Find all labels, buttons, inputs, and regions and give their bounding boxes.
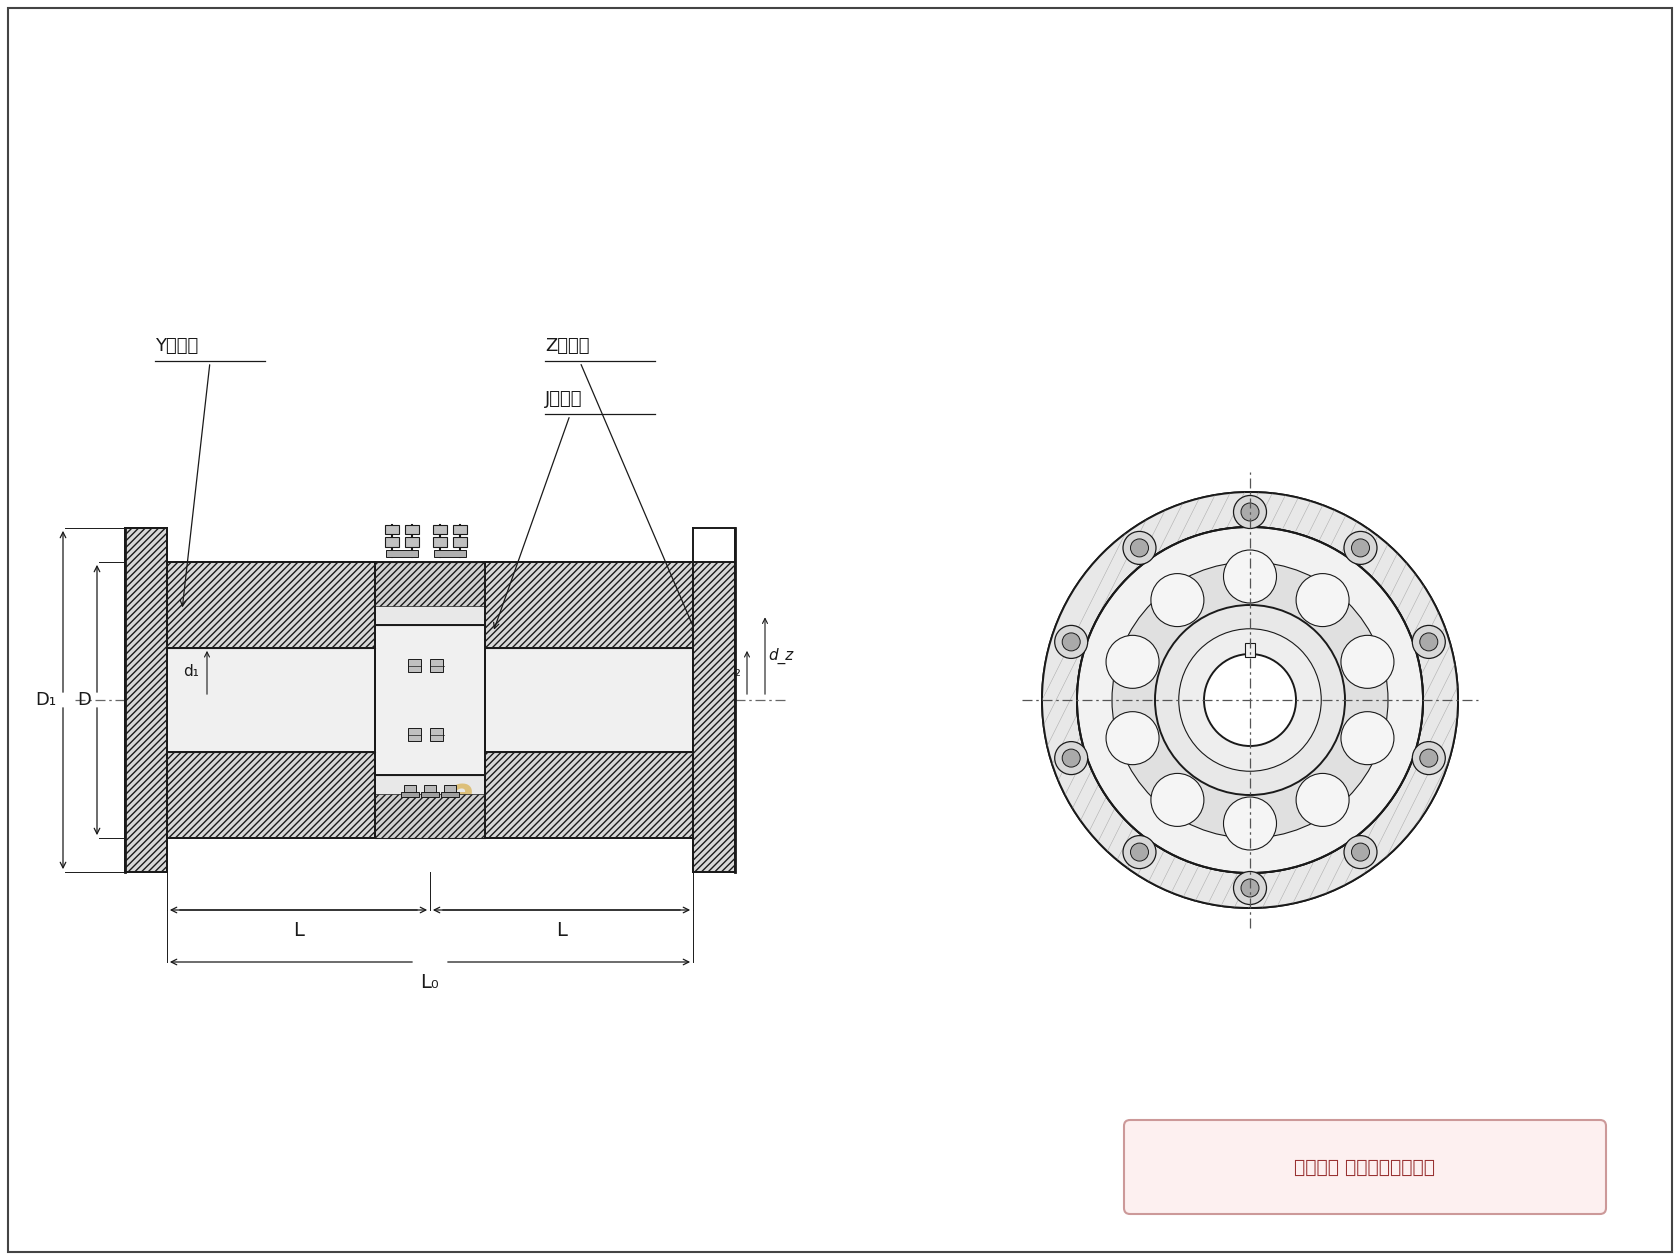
Circle shape [1179,629,1320,771]
Circle shape [1122,532,1156,564]
Circle shape [1151,573,1205,626]
Bar [433,551,465,557]
Circle shape [1341,635,1394,688]
Polygon shape [375,794,486,838]
Text: L₀: L₀ [420,973,440,992]
Bar [405,537,418,547]
Circle shape [1105,712,1159,765]
Text: e: e [486,769,516,811]
Text: D₁: D₁ [35,690,57,709]
Bar [445,785,455,798]
Bar [433,525,447,534]
Circle shape [1131,539,1149,557]
Bar [454,537,467,547]
Circle shape [1131,843,1149,861]
Bar [433,537,447,547]
FancyBboxPatch shape [1124,1120,1606,1213]
Circle shape [1295,774,1349,827]
Circle shape [1154,605,1346,795]
Circle shape [1105,635,1159,688]
Circle shape [1233,495,1267,528]
Circle shape [1112,562,1388,838]
Circle shape [1351,539,1369,557]
Circle shape [1042,491,1458,908]
Bar [422,793,438,798]
Bar [408,659,422,672]
Bar [385,525,400,534]
Circle shape [1420,633,1438,651]
Circle shape [1344,532,1378,564]
Text: L: L [556,921,566,940]
Bar [430,728,444,741]
Bar [1245,643,1255,656]
Text: J型轴孔: J型轴孔 [544,391,583,408]
Circle shape [1344,835,1378,868]
Polygon shape [375,562,486,606]
Text: d_z: d_z [768,648,793,664]
Polygon shape [375,562,486,838]
Polygon shape [166,562,375,648]
Polygon shape [166,648,375,752]
Text: o: o [370,685,432,774]
Text: Y型轴孔: Y型轴孔 [155,336,198,355]
Circle shape [1341,712,1394,765]
Text: Z型轴孔: Z型轴孔 [544,336,590,355]
Bar [408,728,422,741]
Text: o: o [1191,699,1248,780]
Text: 版权所有 侵权必被严厉追究: 版权所有 侵权必被严厉追究 [1295,1158,1435,1177]
Bar [386,551,418,557]
Text: H: H [442,685,517,774]
Polygon shape [692,528,734,872]
Text: e: e [447,776,474,814]
Polygon shape [486,562,692,648]
Text: R: R [1117,699,1183,780]
Circle shape [1122,835,1156,868]
Circle shape [1055,742,1087,775]
Text: L: L [292,921,304,940]
Text: d₁: d₁ [183,664,198,679]
Circle shape [1223,798,1277,851]
Bar [430,659,444,672]
Bar [405,525,418,534]
Circle shape [1205,654,1295,746]
Circle shape [1420,750,1438,767]
Circle shape [1295,573,1349,626]
Circle shape [1077,527,1423,873]
Circle shape [1062,633,1080,651]
Text: D: D [77,690,91,709]
Circle shape [1242,503,1258,520]
Circle shape [1077,527,1423,873]
Circle shape [1223,551,1277,604]
Text: d₂: d₂ [726,664,741,679]
Text: e: e [524,685,586,774]
Text: H: H [1255,699,1326,780]
Circle shape [1062,750,1080,767]
Circle shape [1413,742,1445,775]
Polygon shape [166,752,375,838]
Polygon shape [486,648,692,752]
Text: e: e [1327,699,1383,780]
Bar [440,793,459,798]
Circle shape [1242,879,1258,897]
Bar [385,537,400,547]
Polygon shape [124,528,166,872]
Circle shape [1351,843,1369,861]
Circle shape [1042,491,1458,908]
Circle shape [1055,625,1087,659]
Text: R: R [286,685,354,774]
Bar [425,785,435,798]
Polygon shape [375,625,486,775]
Polygon shape [486,752,692,838]
Bar [454,525,467,534]
Text: e: e [1297,776,1324,814]
Circle shape [1151,774,1205,827]
Circle shape [1233,872,1267,905]
Bar [402,793,418,798]
Circle shape [1413,625,1445,659]
Bar [405,785,415,798]
